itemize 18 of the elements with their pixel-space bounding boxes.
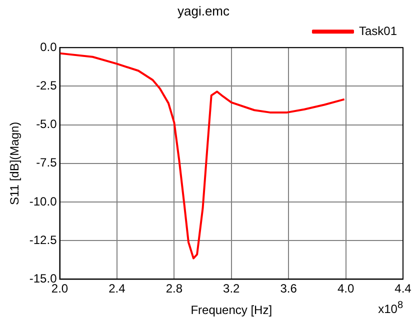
text: x10$^{8}$ xyxy=(378,300,403,316)
x-tick-label: 2.0 xyxy=(51,282,68,296)
x-tick-label: 3.6 xyxy=(280,282,298,296)
x-tick-label: 4.0 xyxy=(337,282,354,296)
x-tick-label: 3.2 xyxy=(223,282,240,296)
y-tick-label: -5.0 xyxy=(36,117,58,132)
legend-label: Task01 xyxy=(358,24,398,38)
x-tick-label: 2.4 xyxy=(108,282,126,296)
x-tick-label: 2.8 xyxy=(166,282,183,296)
y-tick-label: 0.0 xyxy=(40,40,58,54)
y-tick-label: -10.0 xyxy=(29,194,58,208)
y-tick-label: -12.5 xyxy=(29,232,58,247)
x-tick-label: 4.4 xyxy=(394,282,412,296)
chart-title: yagi.emc xyxy=(177,3,230,18)
y-tick-label: -7.5 xyxy=(36,156,58,170)
x-axis-title: Frequency [Hz] xyxy=(190,303,272,318)
y-tick-label: -2.5 xyxy=(36,78,58,93)
y-axis-title: S11 [dB](Magn) xyxy=(8,122,22,205)
